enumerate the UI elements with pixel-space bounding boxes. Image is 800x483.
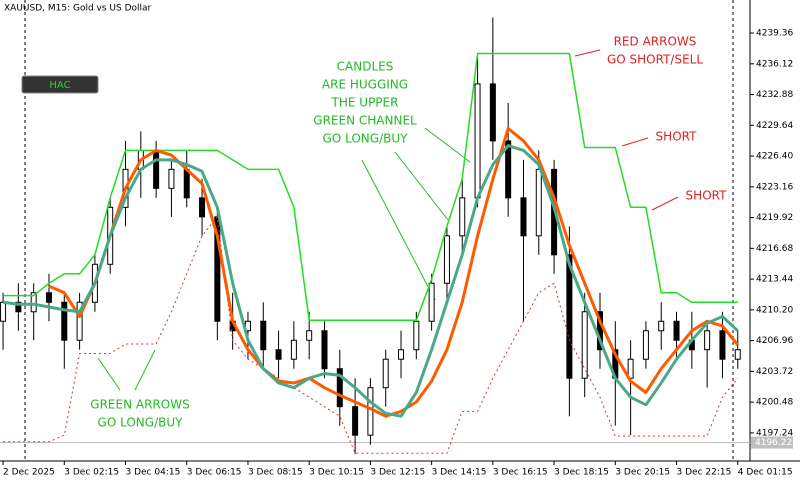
y-tick-label: 4216.68 bbox=[756, 244, 793, 254]
x-tick-label: 4 Dec 01:15 bbox=[738, 468, 793, 478]
candle-body bbox=[15, 301, 22, 313]
candle-body bbox=[474, 83, 481, 199]
y-tick-label: 4236.12 bbox=[756, 59, 793, 69]
annotation: GREEN CHANNEL bbox=[313, 114, 417, 128]
y-tick-label: 4203.72 bbox=[756, 367, 793, 377]
y-tick-label: 4223.16 bbox=[756, 182, 793, 192]
x-tick-label: 3 Dec 16:15 bbox=[493, 468, 548, 478]
annotation: THE UPPER bbox=[331, 96, 399, 110]
candle-body bbox=[45, 292, 52, 303]
candle-body bbox=[413, 320, 420, 351]
annotation: ARE HUGGING bbox=[322, 78, 408, 92]
annotation: GO SHORT/SELL bbox=[607, 53, 703, 67]
candle-body bbox=[734, 349, 741, 360]
candle-body bbox=[336, 368, 343, 408]
candle-body bbox=[398, 349, 405, 360]
y-tick-label: 4219.92 bbox=[756, 213, 793, 223]
indicator-line bbox=[2, 144, 739, 418]
candle-body bbox=[367, 387, 374, 436]
y-tick-label: 4239.36 bbox=[756, 29, 793, 39]
y-tick-label: 4206.96 bbox=[756, 336, 793, 346]
x-tick-label: 3 Dec 08:15 bbox=[248, 468, 303, 478]
candle-body bbox=[704, 330, 711, 351]
y-tick-label: 4226.40 bbox=[756, 152, 793, 162]
annotation: SHORT bbox=[686, 189, 728, 203]
candle-body bbox=[183, 168, 190, 199]
candle-body bbox=[153, 149, 160, 189]
y-tick-label: 4200.48 bbox=[756, 398, 793, 408]
candle-body bbox=[428, 282, 435, 322]
x-tick-label: 3 Dec 22:15 bbox=[677, 468, 732, 478]
candle-body bbox=[76, 301, 83, 341]
candle-body bbox=[0, 301, 7, 322]
candle-body bbox=[352, 406, 359, 436]
chart-title: XAUUSD, M15: Gold vs US Dollar bbox=[4, 4, 152, 14]
last-price-label: 4196.22 bbox=[755, 438, 792, 448]
annotation: CANDLES bbox=[337, 60, 394, 74]
x-tick-label: 3 Dec 10:15 bbox=[309, 468, 364, 478]
candle-body bbox=[658, 320, 665, 332]
candle-body bbox=[306, 330, 313, 341]
hac-button-label[interactable]: HAC bbox=[49, 80, 70, 91]
green-callouts bbox=[97, 127, 471, 391]
candle-body bbox=[275, 349, 282, 360]
last-price-box bbox=[751, 436, 793, 449]
candle-body bbox=[260, 320, 267, 351]
x-tick-label: 3 Dec 04:15 bbox=[126, 468, 181, 478]
candle-body bbox=[321, 330, 328, 370]
x-tick-label: 3 Dec 06:15 bbox=[187, 468, 242, 478]
candle-body bbox=[443, 235, 450, 284]
candle-body bbox=[168, 168, 175, 189]
annotation: GO LONG/BUY bbox=[98, 416, 184, 430]
candle-body bbox=[290, 339, 297, 360]
x-tick-label: 3 Dec 12:15 bbox=[370, 468, 425, 478]
candle-body bbox=[61, 301, 68, 341]
candle-body bbox=[581, 311, 588, 379]
candle-body bbox=[520, 197, 527, 237]
y-tick-label: 4197.24 bbox=[756, 428, 793, 438]
candle-body bbox=[199, 197, 206, 218]
annotation: GREEN ARROWS bbox=[90, 398, 189, 412]
candle-body bbox=[642, 330, 649, 360]
y-tick-label: 4229.64 bbox=[756, 121, 793, 131]
red-callouts bbox=[574, 49, 679, 211]
candle-body bbox=[673, 320, 680, 341]
annotation: SHORT bbox=[656, 130, 698, 144]
x-tick-label: 3 Dec 02:15 bbox=[64, 468, 119, 478]
y-tick-label: 4213.44 bbox=[756, 275, 793, 285]
candle-body bbox=[719, 330, 726, 360]
x-tick-label: 2 Dec 2025 bbox=[3, 468, 55, 478]
candle-body bbox=[489, 83, 496, 142]
candle-body bbox=[30, 292, 37, 313]
indicator-line bbox=[3, 52, 738, 322]
candle-body bbox=[566, 254, 573, 379]
candle-body bbox=[382, 358, 389, 389]
x-tick-label: 3 Dec 18:15 bbox=[554, 468, 609, 478]
y-tick-label: 4210.20 bbox=[756, 305, 793, 315]
candle-body bbox=[459, 197, 466, 237]
y-tick-label: 4232.88 bbox=[756, 90, 793, 100]
candle-body bbox=[535, 168, 542, 237]
x-tick-label: 3 Dec 20:15 bbox=[615, 468, 670, 478]
candle-body bbox=[505, 140, 512, 199]
annotation: RED ARROWS bbox=[614, 35, 697, 49]
x-tick-label: 3 Dec 14:15 bbox=[432, 468, 487, 478]
hac-button[interactable] bbox=[21, 75, 99, 94]
annotation: GO LONG/BUY bbox=[323, 132, 409, 146]
